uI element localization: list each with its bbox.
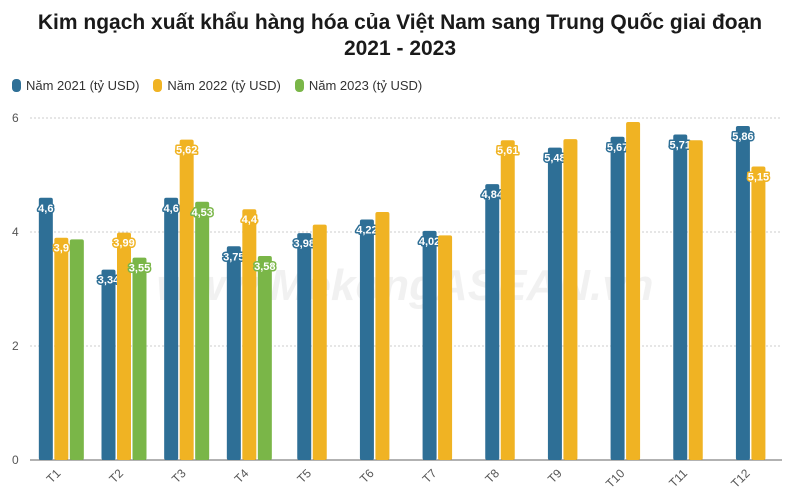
chart-legend: Năm 2021 (tỷ USD) Năm 2022 (tỷ USD) Năm …	[12, 78, 422, 93]
x-tick-label-T2: T2	[106, 466, 126, 486]
data-label-0-T1: 4,6	[38, 203, 53, 215]
data-label-1-T1: 3,9	[54, 243, 69, 255]
data-label-0-T11: 5,71	[670, 140, 691, 152]
bar-1-T11	[688, 140, 703, 461]
bar-0-T9	[547, 147, 562, 460]
legend-item-2021: Năm 2021 (tỷ USD)	[12, 78, 139, 93]
data-label-0-T8: 4,84	[482, 189, 504, 201]
bar-1-T1	[54, 237, 69, 460]
x-tick-label-T1: T1	[44, 466, 64, 486]
data-label-0-T12: 5,86	[732, 131, 753, 143]
data-label-1-T3: 5,62	[176, 145, 197, 157]
bar-1-T10	[626, 121, 641, 461]
legend-label-2021: Năm 2021 (tỷ USD)	[26, 78, 140, 93]
legend-swatch-2023	[294, 79, 304, 92]
bar-2-T3	[195, 201, 210, 461]
x-tick-label-T9: T9	[545, 466, 565, 486]
data-label-1-T2: 3,99	[113, 238, 134, 250]
data-label-2-T2: 3,55	[129, 263, 150, 275]
y-tick-label-2: 2	[12, 339, 19, 353]
data-label-1-T8: 5,61	[497, 145, 518, 157]
bar-1-T3	[179, 139, 194, 460]
bar-1-T4	[242, 209, 257, 460]
bar-1-T9	[563, 139, 578, 460]
x-tick-label-T8: T8	[482, 466, 502, 486]
legend-swatch-2022	[153, 79, 163, 92]
data-label-0-T5: 3,98	[294, 238, 315, 250]
x-tick-label-T11: T11	[666, 466, 690, 490]
chart-title: Kim ngạch xuất khẩu hàng hóa của Việt Na…	[37, 11, 763, 60]
data-label-2-T3: 4,53	[191, 207, 212, 219]
x-tick-label-T5: T5	[294, 466, 314, 486]
bar-1-T7	[438, 235, 453, 460]
data-label-1-T12: 5,15	[748, 171, 769, 183]
data-label-0-T2: 3,34	[98, 275, 120, 287]
x-tick-label-T4: T4	[232, 466, 252, 486]
data-label-1-T4: 4,4	[242, 214, 258, 226]
bar-0-T4	[226, 246, 241, 460]
bar-2-T4	[257, 255, 272, 460]
bar-2-T2	[132, 257, 147, 460]
data-label-0-T6: 4,22	[356, 224, 377, 236]
bar-1-T5	[312, 224, 327, 460]
data-label-0-T9: 5,48	[544, 153, 565, 165]
legend-item-2022: Năm 2022 (tỷ USD)	[153, 78, 281, 93]
bar-1-T8	[500, 140, 515, 461]
bar-0-T11	[673, 134, 688, 460]
bar-1-T12	[751, 166, 766, 460]
bar-0-T2	[101, 269, 116, 460]
bar-0-T5	[297, 233, 312, 460]
bar-1-T6	[375, 212, 390, 460]
x-tick-label-T10: T10	[603, 466, 628, 491]
x-tick-label-T7: T7	[420, 466, 440, 486]
data-label-0-T10: 5,67	[607, 142, 628, 154]
legend-item-2023: Năm 2023 (tỷ USD)	[294, 78, 423, 93]
bar-0-T7	[422, 230, 437, 460]
data-label-2-T4: 3,58	[254, 261, 275, 273]
y-tick-label-6: 6	[12, 111, 19, 125]
data-label-0-T3: 4,6	[164, 203, 179, 215]
bar-0-T12	[735, 125, 750, 460]
legend-label-2022: Năm 2022 (tỷ USD)	[167, 78, 281, 93]
bar-1-T2	[117, 232, 131, 460]
bar-0-T3	[164, 197, 179, 461]
bar-2-T1	[69, 239, 84, 460]
bar-0-T6	[359, 219, 374, 460]
x-tick-label-T12: T12	[728, 466, 753, 491]
data-label-0-T4: 3,75	[223, 251, 244, 263]
x-tick-label-T6: T6	[357, 466, 377, 486]
legend-label-2023: Năm 2023 (tỷ USD)	[308, 78, 423, 93]
bar-0-T1	[38, 197, 53, 461]
bar-0-T10	[610, 136, 625, 460]
y-tick-label-4: 4	[12, 225, 19, 239]
legend-swatch-2021	[12, 79, 21, 92]
bar-0-T8	[485, 184, 500, 460]
y-tick-label-0: 0	[12, 453, 19, 467]
x-tick-label-T3: T3	[169, 466, 189, 486]
data-label-0-T7: 4,02	[419, 236, 440, 248]
